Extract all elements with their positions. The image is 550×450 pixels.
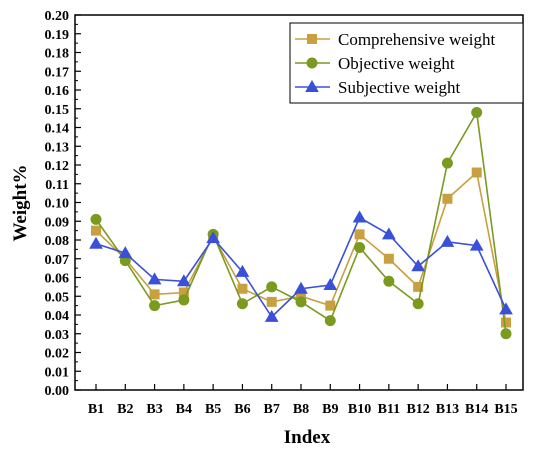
series-triangle: [89, 210, 513, 322]
data-point-circle: [412, 298, 424, 310]
legend-marker-square: [307, 34, 317, 44]
y-tick-label: 0.00: [45, 384, 70, 399]
y-tick-label: 0.16: [45, 84, 70, 99]
data-point-circle: [90, 213, 102, 225]
x-tick-label: B12: [406, 402, 429, 417]
data-point-circle: [236, 298, 248, 310]
data-point-circle: [266, 281, 278, 293]
legend-label: Comprehensive weight: [338, 30, 495, 49]
data-point-triangle: [469, 238, 484, 251]
x-tick-label: B6: [234, 402, 250, 417]
x-tick-label: B5: [205, 402, 221, 417]
legend-marker-triangle: [305, 79, 319, 92]
data-point-square: [501, 317, 511, 328]
legend-label: Objective weight: [338, 54, 455, 73]
x-tick-label: B8: [293, 402, 309, 417]
data-point-circle: [500, 328, 512, 340]
data-point-square: [471, 167, 482, 178]
data-point-square: [237, 283, 248, 294]
data-point-circle: [149, 300, 161, 312]
chart-legend: Comprehensive weight Objective weight Subj…: [289, 22, 524, 104]
data-point-triangle: [323, 277, 338, 290]
y-tick-label: 0.05: [45, 290, 70, 305]
y-tick-label: 0.01: [45, 365, 70, 380]
x-tick-label: B15: [494, 402, 517, 417]
x-tick-label: B1: [88, 402, 104, 417]
data-point-circle: [383, 275, 395, 287]
data-point-triangle: [411, 259, 426, 272]
data-point-square: [91, 225, 101, 236]
data-point-circle: [354, 242, 366, 253]
y-tick-label: 0.03: [45, 328, 70, 343]
data-point-circle: [324, 315, 336, 327]
x-axis-ticks: B1 B2 B3 B4 B5 B6 B7 B8 B9 B10 B11 B12 B13 B14 B15: [88, 384, 518, 417]
data-point-triangle: [440, 234, 455, 247]
x-tick-label: B14: [465, 402, 488, 417]
data-point-triangle: [89, 236, 103, 249]
data-point-square: [325, 300, 336, 311]
x-tick-label: B7: [264, 402, 280, 417]
data-point-circle: [471, 107, 483, 118]
y-tick-label: 0.04: [45, 309, 70, 324]
y-axis-title: Weight%: [10, 164, 31, 241]
data-point-square: [413, 281, 424, 292]
data-point-triangle: [235, 264, 250, 277]
x-tick-label: B10: [348, 402, 371, 417]
y-tick-label: 0.20: [45, 9, 70, 24]
y-tick-label: 0.14: [45, 122, 70, 137]
y-axis-ticks: 0.00 0.01 0.02 0.03 0.04 0.05 0.06 0.07 0.08 0.09…: [45, 9, 81, 399]
y-tick-label: 0.06: [45, 272, 70, 287]
y-tick-label: 0.09: [45, 215, 70, 230]
y-tick-label: 0.08: [45, 234, 70, 249]
data-point-circle: [295, 296, 307, 308]
data-point-triangle: [176, 274, 191, 287]
x-tick-label: B4: [176, 402, 192, 417]
data-point-triangle: [352, 210, 367, 223]
x-tick-label: B2: [117, 402, 133, 417]
x-tick-label: B3: [146, 402, 162, 417]
data-point-square: [354, 229, 365, 240]
x-tick-label: B9: [322, 402, 338, 417]
data-point-square: [442, 193, 453, 204]
x-tick-label: B13: [436, 402, 459, 417]
data-point-square: [149, 289, 160, 300]
data-point-triangle: [381, 227, 396, 240]
y-tick-label: 0.17: [45, 65, 70, 80]
data-point-triangle: [147, 272, 162, 285]
y-tick-label: 0.07: [45, 253, 70, 268]
data-point-circle: [441, 157, 453, 169]
x-axis-title: Index: [284, 427, 331, 448]
data-point-square: [266, 296, 277, 307]
y-tick-label: 0.15: [45, 103, 70, 118]
data-point-triangle: [264, 309, 279, 322]
data-point-square: [383, 253, 394, 264]
y-tick-label: 0.02: [45, 347, 70, 362]
legend-label: Subjective weight: [338, 78, 461, 97]
data-point-triangle: [499, 302, 513, 315]
legend-marker-circle: [306, 57, 318, 69]
y-tick-label: 0.11: [45, 178, 69, 193]
y-tick-label: 0.10: [45, 197, 70, 212]
data-point-circle: [178, 294, 190, 306]
y-tick-label: 0.12: [45, 159, 70, 174]
x-tick-label: B11: [378, 402, 401, 417]
y-tick-label: 0.13: [45, 140, 70, 155]
series-circle: [90, 107, 512, 340]
data-series: [89, 107, 513, 340]
y-tick-label: 0.18: [45, 47, 70, 62]
data-point-triangle: [206, 231, 221, 244]
y-tick-label: 0.19: [45, 28, 70, 43]
data-point-triangle: [294, 281, 308, 294]
data-point-triangle: [118, 246, 133, 259]
